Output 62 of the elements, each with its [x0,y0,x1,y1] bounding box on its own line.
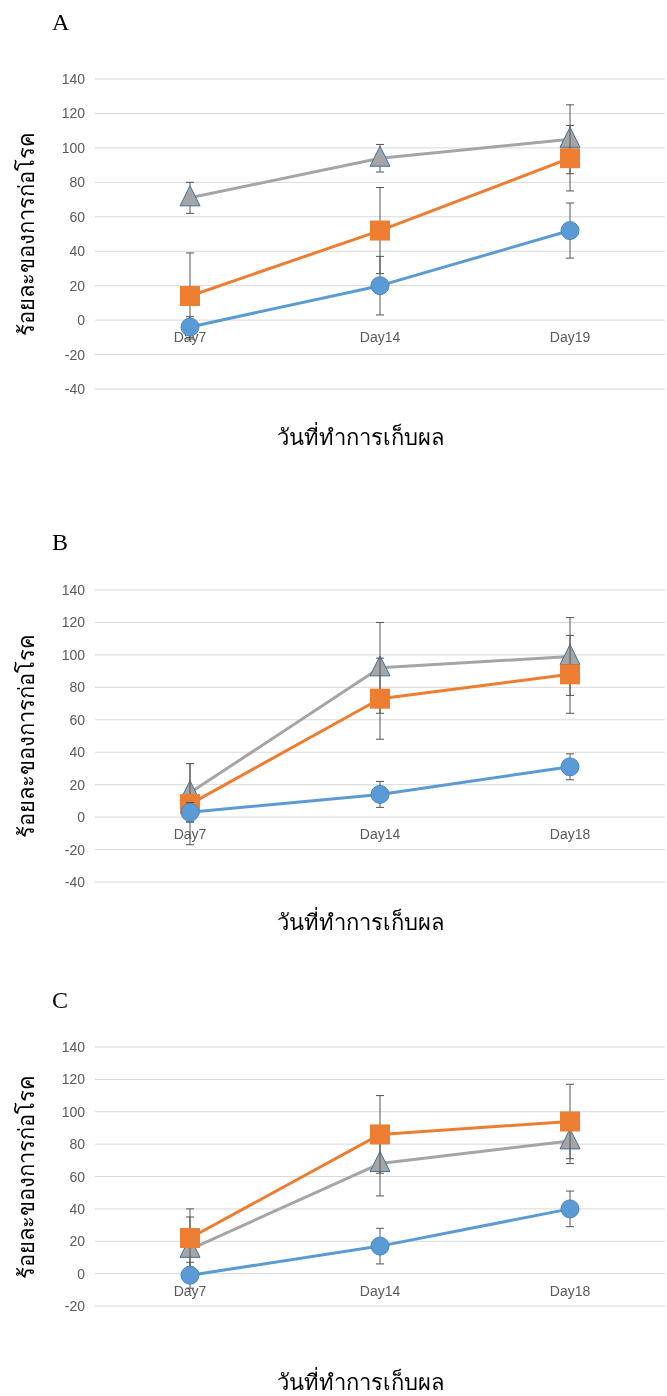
y-tick-label: 140 [61,582,86,598]
x-axis-title: วันที่ทำการเก็บผล [276,422,444,450]
y-tick-label: 20 [69,277,86,294]
point [180,1265,200,1285]
point [179,185,201,207]
y-tick-label: 80 [69,1136,86,1153]
y-tick-label: 120 [61,614,86,631]
chart-title: A [52,9,70,35]
y-tick-label: 100 [61,139,86,156]
chart-title: C [52,987,69,1013]
point [369,145,391,167]
y-tick-label: 100 [61,1103,86,1120]
y-tick-label: 140 [61,1039,86,1055]
y-tick-label: 0 [77,809,86,826]
point [560,1199,580,1219]
y-tick-label: 40 [69,744,86,761]
y-tick-label: 20 [69,776,86,793]
x-tick-label: Day7 [173,826,207,843]
x-tick-label: Day19 [549,329,591,346]
y-tick-label: -20 [64,1298,86,1314]
point [560,1111,580,1132]
y-tick-label: 60 [69,711,86,728]
y-tick-label: 80 [69,174,86,191]
y-tick-label: 40 [69,1200,86,1217]
x-tick-label: Day14 [359,1282,401,1299]
y-axis-title: ร้อยละของการก่อโรค [14,1074,39,1279]
point [370,784,390,804]
y-axis-title: ร้อยละของการก่อโรค [14,132,39,336]
y-tick-label: -20 [64,841,86,858]
point [180,1228,200,1249]
point [370,688,390,709]
y-tick-label: 0 [77,312,86,329]
x-tick-label: Day18 [549,1282,591,1299]
y-tick-label: 100 [61,646,86,663]
point [560,664,580,685]
y-tick-label: 40 [69,243,86,260]
y-tick-label: 60 [69,208,86,225]
point [370,220,390,241]
x-axis-title: วันที่ทำการเก็บผล [276,907,444,935]
chart-title: B [52,529,69,555]
y-axis-title: ร้อยละของการก่อโรค [14,634,39,838]
x-axis-title: วันที่ทำการเก็บผล [276,1367,444,1395]
y-tick-label: -20 [64,346,86,363]
point [370,1236,390,1256]
x-tick-label: Day14 [359,826,401,843]
y-tick-label: 120 [61,1071,86,1088]
y-tick-label: 20 [69,1233,86,1250]
point [180,286,200,306]
y-tick-label: 60 [69,1168,86,1185]
y-tick-label: 140 [61,71,86,87]
point [370,276,390,296]
y-tick-label: -40 [64,874,86,890]
y-tick-label: 0 [77,1265,86,1282]
x-tick-label: Day7 [173,1282,207,1299]
y-tick-label: -40 [64,381,86,397]
y-tick-label: 80 [69,679,86,696]
x-tick-label: Day18 [549,826,591,843]
point [370,1124,390,1145]
y-tick-label: 120 [61,105,86,122]
x-tick-label: Day14 [359,329,401,346]
point [560,757,580,777]
point [560,221,580,241]
